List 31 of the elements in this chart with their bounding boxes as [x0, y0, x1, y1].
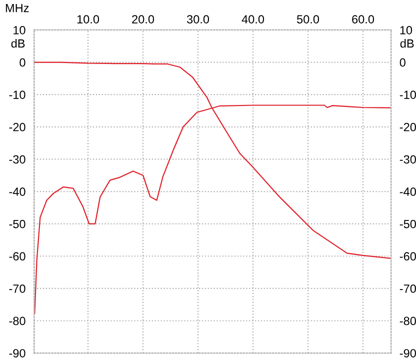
y2-tick-label: -50: [400, 220, 416, 228]
y-tick-label: -30: [9, 155, 26, 164]
y-tick-label: -50: [9, 220, 26, 228]
y-tick-label: -20: [9, 122, 26, 132]
y2-tick-label: 0: [400, 58, 406, 67]
x-tick-label: 60.0: [352, 15, 374, 24]
x-tick-label: 20.0: [132, 15, 154, 24]
x-tick-label: 10.0: [77, 15, 100, 24]
y-tick-label: -80: [9, 316, 26, 326]
y2-tick-label: -40: [400, 188, 416, 196]
x-axis-title: MHz: [6, 4, 29, 12]
y2-tick-label: -20: [400, 122, 416, 132]
y2-tick-label: -60: [400, 252, 416, 261]
y2-tick-label: -90: [400, 349, 416, 358]
y-tick-label: -40: [9, 188, 26, 196]
y-axis-title: dB: [11, 39, 25, 48]
y-tick-label: -70: [9, 284, 26, 293]
x-tick-label: 30.0: [186, 15, 210, 24]
x-tick-label: 40.0: [242, 15, 264, 24]
y2-axis-title: dB: [400, 39, 414, 48]
y2-tick-label: -30: [400, 155, 416, 164]
y-tick-label: 10: [14, 26, 26, 34]
y2-tick-label: 10: [400, 26, 412, 34]
y2-tick-label: -80: [400, 316, 416, 326]
y2-tick-label: -10: [400, 90, 416, 99]
x-tick-label: 50.0: [296, 15, 320, 24]
y-tick-label: -10: [9, 90, 26, 99]
y2-tick-label: -70: [400, 284, 416, 293]
y-tick-label: 0: [20, 58, 26, 67]
y-tick-label: -60: [9, 252, 26, 261]
y-tick-label: -90: [9, 349, 26, 358]
